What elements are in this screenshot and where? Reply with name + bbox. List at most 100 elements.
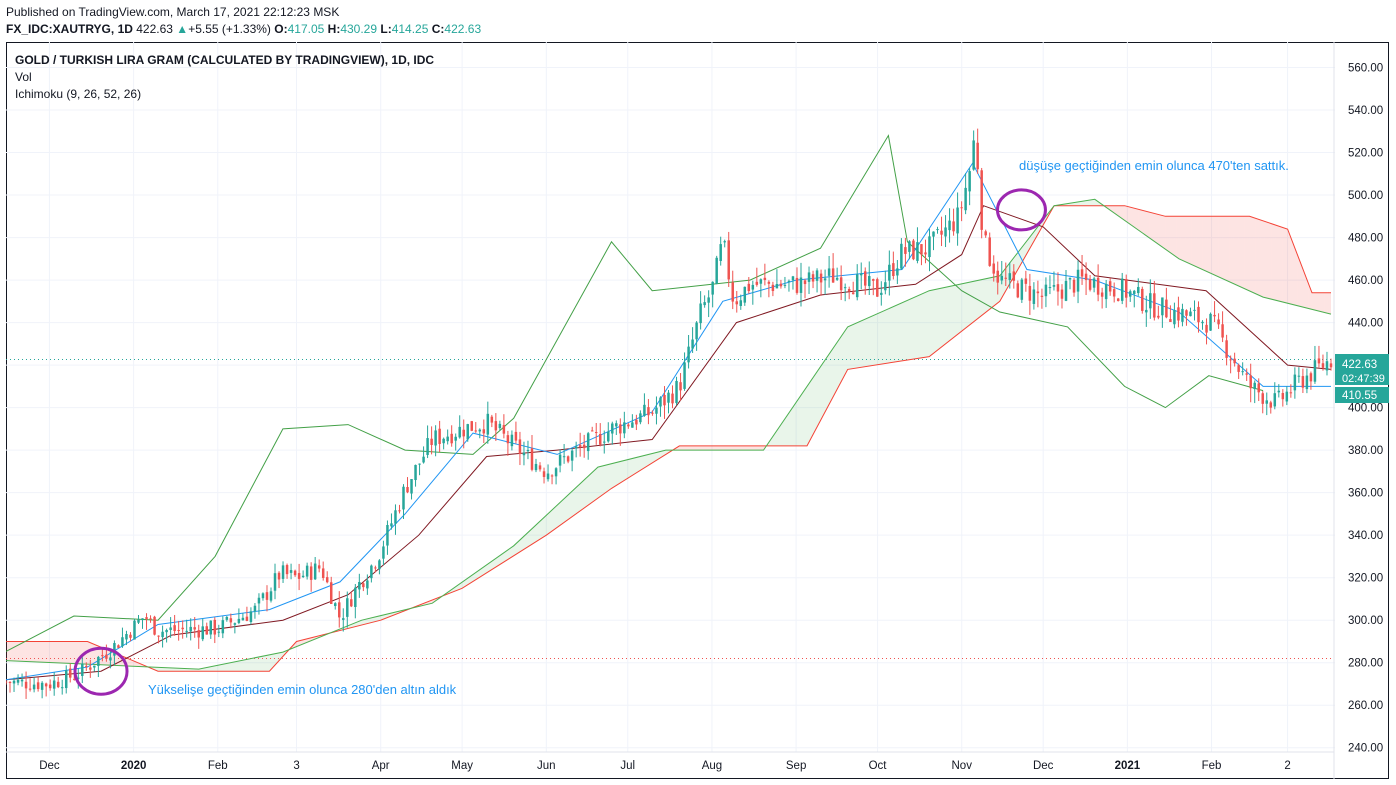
cloud-segment [379,615,382,621]
cloud-segment [1251,217,1254,293]
cloud-segment [1185,216,1188,263]
candle-body [1293,374,1297,391]
cloud-segment [960,283,963,333]
cloud-segment [798,395,801,446]
cloud-segment [370,617,373,623]
cloud-segment [275,653,278,665]
cloud-segment [1320,292,1323,312]
cloud-segment [460,581,464,589]
cloud-segment [624,460,627,481]
cloud-segment [1249,216,1252,292]
cloud-segment [584,477,587,508]
candle-body [847,289,851,292]
candle-body [691,339,694,349]
cloud-segment [940,287,943,348]
cloud-segment [608,463,612,491]
cloud-segment [10,641,13,661]
grid-lines [6,42,1335,752]
cloud-segment [776,427,779,446]
candle-body [823,278,827,281]
candle-body [450,433,453,444]
candle-body [181,627,184,630]
cloud-segment [1169,216,1172,254]
cloud-segment [1262,220,1265,298]
candle-body [859,273,863,276]
candle-body [1157,315,1160,318]
cloud-segment [134,661,137,667]
cloud-segment [231,662,234,672]
cloud-segment [703,445,706,451]
candle-body [1124,279,1128,298]
time-axis: Dec 2020 Feb 3 Apr May Jun Jul Aug Sep Oct Nov Dec 20… [6,751,1334,772]
cloud-segment [845,327,848,375]
cloud-segment [655,452,658,461]
legend-vol[interactable]: Vol [15,70,32,84]
cloud-segment [801,392,804,446]
candle-body [73,678,76,680]
cloud-segment [756,445,759,451]
cloud-segment [761,445,764,451]
cloud-segment [854,323,857,369]
cloud-segment [1247,216,1250,291]
cloud-segment [1267,222,1270,299]
candle-body [811,274,815,282]
last-price-tag-value: 422.63 [1342,359,1377,371]
x-tick-label: May [451,760,473,772]
cloud-segment [1088,200,1091,206]
cloud-segment [650,453,653,464]
cloud-segment [774,430,777,446]
last-price: 422.63 [136,22,173,36]
candle-body [1076,269,1080,292]
candle-body [346,598,349,617]
candle-body [1072,279,1076,293]
cloud-segment [977,280,980,319]
cloud-segment [220,664,223,672]
candle-body [1060,289,1064,299]
candle-body [1056,284,1060,292]
cloud-segment [242,659,245,672]
candle-body [20,679,24,682]
candle-body [663,395,666,406]
cloud-segment [1090,199,1093,206]
chart-plot[interactable]: 560.00 540.00 520.00 500.00 480.00 460.00 440.… [6,42,1389,779]
cloud-segment [701,445,704,451]
candle-body [205,626,209,635]
legend-ichimoku[interactable]: Ichimoku (9, 26, 52, 26) [15,87,142,101]
candle-body [410,479,413,494]
cloud-segment [723,445,726,451]
cloud-segment [92,643,95,665]
cloud-segment [542,516,545,538]
cloud-segment [1176,216,1179,259]
cloud-segment [1311,290,1314,310]
cloud-segment [1214,216,1217,276]
candle-body [161,631,164,638]
cloud-segment [70,641,73,664]
cloud-segment [809,379,812,441]
candle-body [767,281,771,284]
x-tick-label: 3 [293,760,299,772]
cloud-segment [964,282,967,329]
candle-body [217,631,221,633]
candle-body [1253,382,1256,390]
cloud-segment [717,445,720,451]
cloud-segment [1291,238,1294,305]
cloud-segment [880,311,883,365]
candle-body [470,421,474,431]
cloud-segment [1024,241,1027,259]
cloud-segment [469,575,472,584]
cloud-segment [1198,216,1201,269]
candle-body [924,252,927,255]
cloud-segment [279,652,282,660]
cloud-segment [575,485,578,515]
cloud-segment [1271,223,1274,300]
cloud-segment [706,445,709,451]
candle-body [1197,306,1200,323]
cloud-segment [1183,216,1186,262]
cloud-segment [721,445,724,451]
cloud-segment [1286,228,1289,304]
cloud-segment [915,295,918,359]
cloud-segment [41,641,44,663]
cloud-segment [1242,216,1245,289]
cloud-segment [829,350,832,404]
cloud-segment [666,450,669,455]
